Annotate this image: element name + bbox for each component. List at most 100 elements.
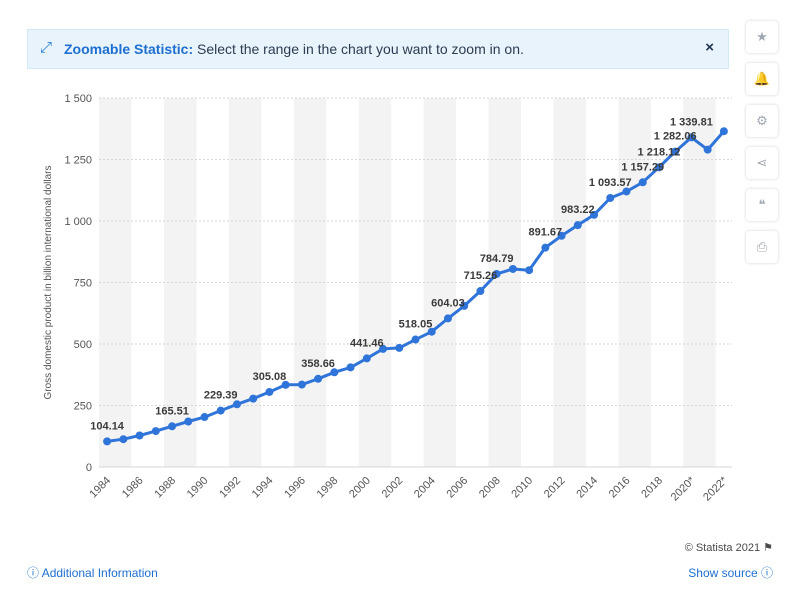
data-point[interactable] xyxy=(622,187,631,196)
data-point[interactable] xyxy=(460,301,469,310)
data-point[interactable] xyxy=(492,269,501,278)
data-point[interactable] xyxy=(281,380,290,389)
data-label: 1 093.57 xyxy=(589,177,632,189)
y-tick-label: 250 xyxy=(74,401,92,413)
data-label: 1 282.06 xyxy=(654,131,697,143)
column-band xyxy=(553,98,586,467)
data-point[interactable] xyxy=(606,193,615,202)
x-tick-label: 1984 xyxy=(87,475,113,501)
data-point[interactable] xyxy=(103,437,112,446)
notification-bell-icon[interactable]: 🔔 xyxy=(746,63,778,95)
data-point[interactable] xyxy=(184,417,193,426)
data-label: 229.39 xyxy=(204,390,238,402)
x-tick-label: 2008 xyxy=(477,475,503,501)
x-tick-label: 1990 xyxy=(185,475,211,501)
data-point[interactable] xyxy=(411,335,420,344)
data-point[interactable] xyxy=(330,368,339,377)
x-tick-label: 2014 xyxy=(574,475,600,501)
info-icon: ⓘ xyxy=(760,566,773,580)
settings-gear-icon[interactable]: ⚙ xyxy=(746,105,778,137)
data-label: 715.26 xyxy=(464,270,498,282)
show-source-label: Show source xyxy=(688,566,758,580)
data-point[interactable] xyxy=(638,178,647,187)
data-point[interactable] xyxy=(297,380,306,389)
line-chart[interactable]: 0 250 500 750 1 000 1 250 1 500 Gross domestic … xyxy=(0,0,800,540)
y-tick-label: 750 xyxy=(74,278,92,290)
print-icon[interactable]: ⎙ xyxy=(746,231,778,263)
data-point[interactable] xyxy=(216,406,225,415)
favorite-star-icon[interactable]: ★ xyxy=(746,21,778,53)
data-point[interactable] xyxy=(314,374,323,383)
expand-arrows-icon: ⤢ xyxy=(40,39,53,56)
data-label: 604.03 xyxy=(431,297,465,309)
data-label: 104.14 xyxy=(90,420,125,432)
data-point[interactable] xyxy=(476,287,485,296)
y-tick-label: 1 500 xyxy=(64,93,92,105)
x-tick-label: 1986 xyxy=(120,475,146,501)
data-label: 518.05 xyxy=(399,319,433,331)
data-point[interactable] xyxy=(703,145,712,154)
x-tick-label: 1994 xyxy=(250,475,276,501)
x-tick-label: 1996 xyxy=(282,475,308,501)
data-point[interactable] xyxy=(346,363,355,372)
data-point[interactable] xyxy=(232,400,241,409)
statista-credit: © Statista 2021 ⚑ xyxy=(685,541,773,554)
cite-quote-icon[interactable]: ❝ xyxy=(746,189,778,221)
data-point[interactable] xyxy=(249,394,258,403)
data-point[interactable] xyxy=(427,327,436,336)
data-label: 891.67 xyxy=(529,227,563,239)
x-tick-label: 1998 xyxy=(315,475,341,501)
data-point[interactable] xyxy=(379,344,388,353)
data-point[interactable] xyxy=(119,435,128,444)
data-point[interactable] xyxy=(135,431,144,440)
data-label: 305.08 xyxy=(253,371,287,383)
data-point[interactable] xyxy=(541,243,550,252)
y-tick-label: 1 250 xyxy=(64,155,92,167)
x-tick-label: 2004 xyxy=(412,475,438,501)
x-tick-label: 2012 xyxy=(542,475,568,501)
close-banner-button[interactable]: × xyxy=(705,39,714,56)
data-label: 165.51 xyxy=(155,405,189,417)
data-point[interactable] xyxy=(557,231,566,240)
data-point[interactable] xyxy=(508,264,517,273)
y-axis-title: Gross domestic product in billion intern… xyxy=(43,165,54,399)
x-tick-label: 2002 xyxy=(380,475,406,501)
x-tick-label: 2020* xyxy=(669,474,698,503)
x-tick-label: 1988 xyxy=(152,475,178,501)
additional-information-label: Additional Information xyxy=(41,566,158,580)
data-point[interactable] xyxy=(671,147,680,156)
credit-text: © Statista 2021 xyxy=(684,542,761,554)
data-label: 358.66 xyxy=(301,358,335,370)
data-label: 1 218.12 xyxy=(638,146,681,158)
banner-title: Zoomable Statistic: xyxy=(64,41,194,57)
data-point[interactable] xyxy=(654,163,663,172)
column-band xyxy=(293,98,327,467)
x-tick-label: 2018 xyxy=(639,475,665,501)
data-point[interactable] xyxy=(395,343,404,352)
data-point[interactable] xyxy=(151,427,160,436)
show-source-link[interactable]: Show source ⓘ xyxy=(688,564,773,581)
data-point[interactable] xyxy=(525,266,534,275)
x-tick-label: 2022* xyxy=(701,474,730,503)
y-tick-label: 500 xyxy=(74,339,92,351)
x-tick-label: 2016 xyxy=(607,475,633,501)
share-icon[interactable]: ⋖ xyxy=(746,147,778,179)
data-label: 784.79 xyxy=(480,253,514,265)
data-point[interactable] xyxy=(443,314,452,323)
data-point[interactable] xyxy=(719,127,728,136)
banner-text: Zoomable Statistic: Select the range in … xyxy=(64,41,524,57)
data-label: 983.22 xyxy=(561,204,595,216)
data-point[interactable] xyxy=(362,354,371,363)
data-point[interactable] xyxy=(590,210,599,219)
x-tick-label: 2000 xyxy=(347,475,373,501)
data-point[interactable] xyxy=(168,422,177,431)
y-tick-label: 1 000 xyxy=(64,216,92,228)
data-point[interactable] xyxy=(687,133,696,142)
data-label: 1 157.29 xyxy=(621,161,664,173)
data-point[interactable] xyxy=(573,221,582,230)
data-point[interactable] xyxy=(200,413,209,422)
flag-icon[interactable]: ⚑ xyxy=(763,542,773,554)
x-tick-label: 1992 xyxy=(217,475,243,501)
additional-information-link[interactable]: ⓘ Additional Information xyxy=(27,564,158,581)
data-point[interactable] xyxy=(265,387,274,396)
